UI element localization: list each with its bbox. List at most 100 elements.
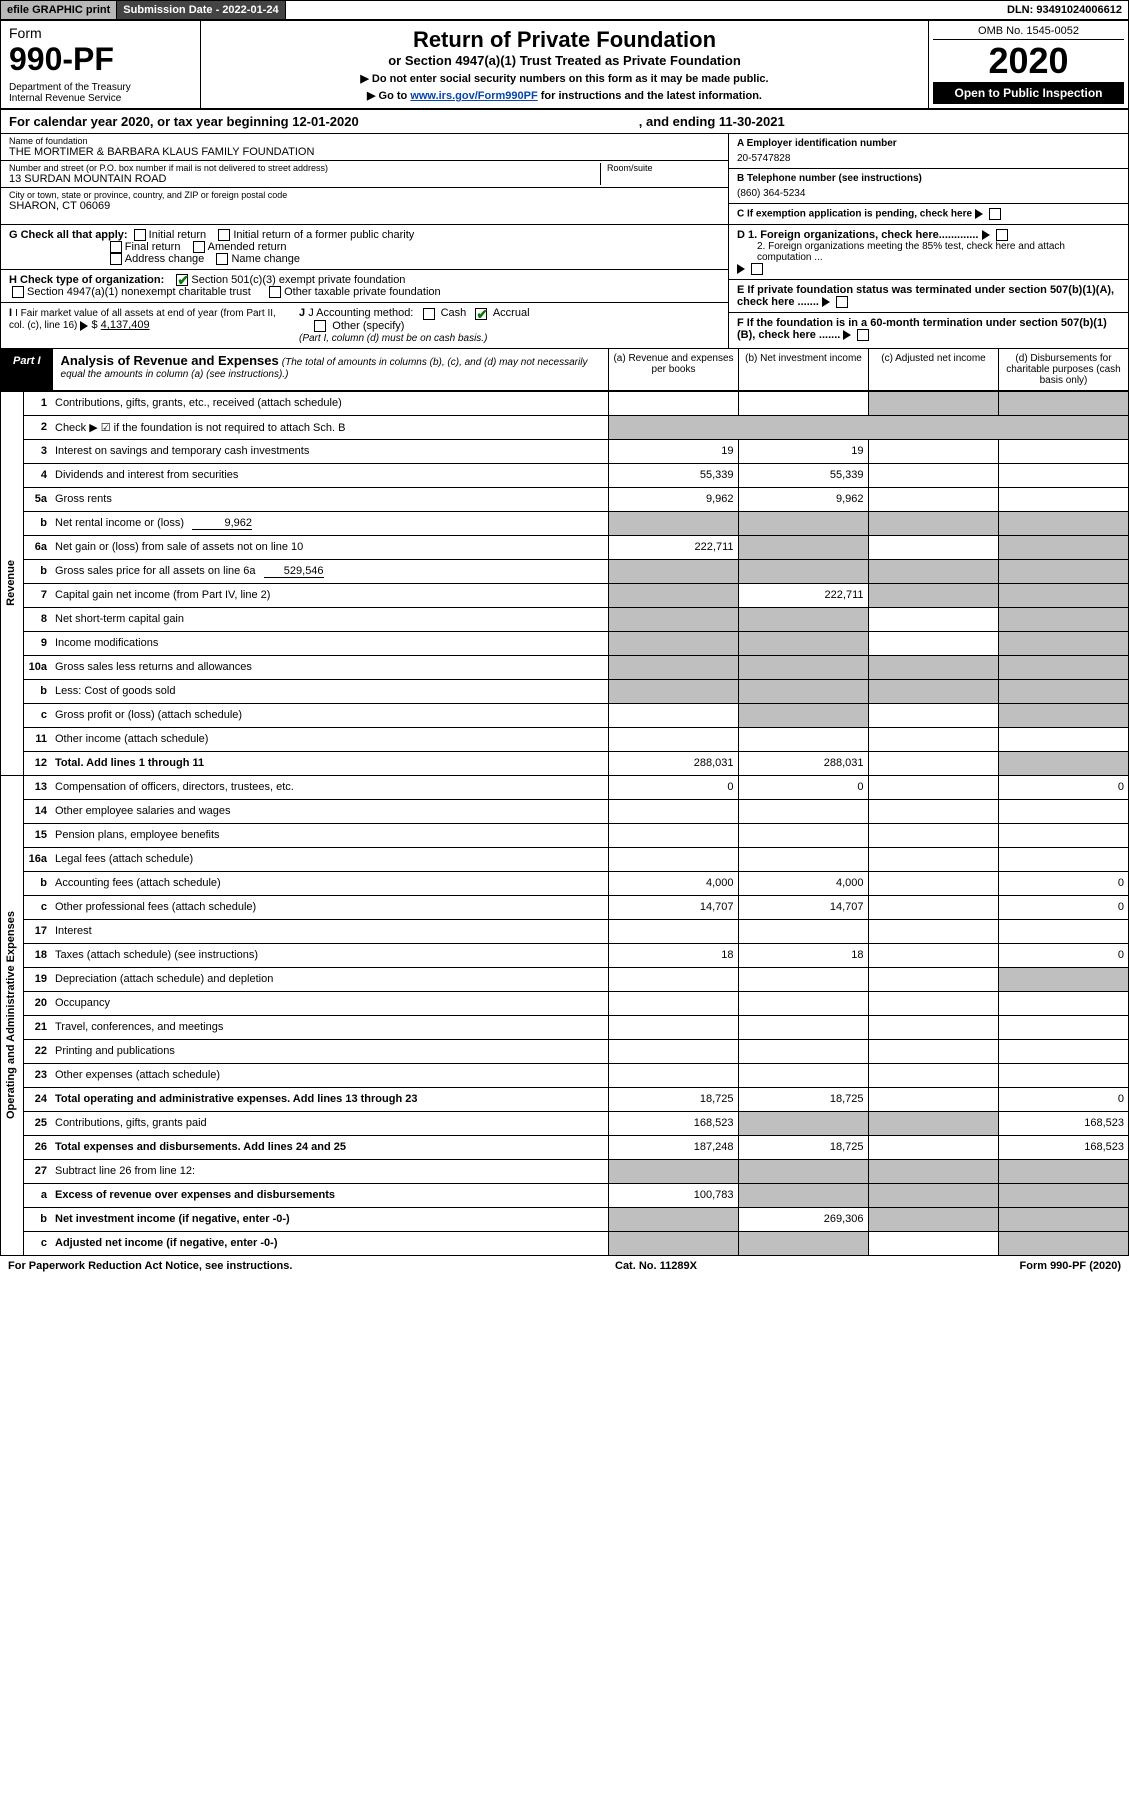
address-value: 13 SURDAN MOUNTAIN ROAD [9,173,600,185]
table-row: 11Other income (attach schedule) [1,727,1128,751]
amount-cell-c [868,535,998,559]
amount-cell-d [998,703,1128,727]
amount-cell-d [998,847,1128,871]
amount-cell-b [738,967,868,991]
other-method-cb[interactable] [314,320,326,332]
line-number: 8 [23,607,51,631]
amount-cell-c [868,1231,998,1255]
line-description: Other employee salaries and wages [51,799,608,823]
name-change-cb[interactable] [216,253,228,265]
amount-cell-d: 0 [998,943,1128,967]
line-number: 26 [23,1135,51,1159]
address-change-cb[interactable] [110,253,122,265]
table-row: cOther professional fees (attach schedul… [1,895,1128,919]
amount-cell-c [868,847,998,871]
line-number: 25 [23,1111,51,1135]
table-row: 10aGross sales less returns and allowanc… [1,655,1128,679]
amount-cell-a [608,967,738,991]
line-description: Other expenses (attach schedule) [51,1063,608,1087]
amended-return-cb[interactable] [193,241,205,253]
line-number: 14 [23,799,51,823]
amount-cell-b [738,1111,868,1135]
table-row: bNet investment income (if negative, ent… [1,1207,1128,1231]
top-bar: efile GRAPHIC print Submission Date - 20… [1,1,1128,21]
other-taxable-cb[interactable] [269,286,281,298]
line-number: 6a [23,535,51,559]
initial-public-cb[interactable] [218,229,230,241]
irs-link[interactable]: www.irs.gov/Form990PF [410,90,537,102]
amount-cell-a: 4,000 [608,871,738,895]
line-description: Depreciation (attach schedule) and deple… [51,967,608,991]
table-row: Operating and Administrative Expenses13C… [1,775,1128,799]
line-description: Capital gain net income (from Part IV, l… [51,583,608,607]
line-description: Contributions, gifts, grants, etc., rece… [51,391,608,415]
final-return-cb[interactable] [110,241,122,253]
4947-cb[interactable] [12,286,24,298]
f-row: F If the foundation is in a 60-month ter… [729,313,1128,345]
line-description: Gross profit or (loss) (attach schedule) [51,703,608,727]
table-row: 5aGross rents9,9629,962 [1,487,1128,511]
table-row: 15Pension plans, employee benefits [1,823,1128,847]
amount-cell-c [868,511,998,535]
table-row: cAdjusted net income (if negative, enter… [1,1231,1128,1255]
amount-cell-c [868,1087,998,1111]
amount-cell-c [868,559,998,583]
ij-row: I I Fair market value of all assets at e… [1,303,728,347]
amount-cell-b: 55,339 [738,463,868,487]
d2-cb[interactable] [751,263,763,275]
line-number: c [23,703,51,727]
table-row: 19Depreciation (attach schedule) and dep… [1,967,1128,991]
line-number: 15 [23,823,51,847]
line-description: Legal fees (attach schedule) [51,847,608,871]
amount-cell-d [998,439,1128,463]
line-description: Pension plans, employee benefits [51,823,608,847]
amount-cell-d: 0 [998,871,1128,895]
amount-cell-d [998,535,1128,559]
amount-cell-c [868,799,998,823]
amount-cell-c [868,775,998,799]
f-cb[interactable] [857,329,869,341]
amount-cell-c [868,1111,998,1135]
irs-label: Internal Revenue Service [9,93,192,104]
foundation-name: THE MORTIMER & BARBARA KLAUS FAMILY FOUN… [9,146,720,158]
accrual-cb[interactable] [475,308,487,320]
line-number: b [23,871,51,895]
phone-label: B Telephone number (see instructions) [737,173,1120,184]
amount-cell-d [998,1207,1128,1231]
initial-return-cb[interactable] [134,229,146,241]
amount-cell-d: 168,523 [998,1135,1128,1159]
line-number: 18 [23,943,51,967]
form-title: Return of Private Foundation [207,27,922,53]
amount-cell-a: 14,707 [608,895,738,919]
amount-cell-d [998,463,1128,487]
amount-cell-a [608,823,738,847]
cash-cb[interactable] [423,308,435,320]
amount-cell-d [998,487,1128,511]
c-checkbox[interactable] [989,208,1001,220]
table-row: bNet rental income or (loss)9,962 [1,511,1128,535]
d1-cb[interactable] [996,229,1008,241]
line-number: 9 [23,631,51,655]
amount-cell-b: 18 [738,943,868,967]
e-row: E If private foundation status was termi… [729,280,1128,313]
amount-cell-b [738,535,868,559]
table-row: 22Printing and publications [1,1039,1128,1063]
501c3-cb[interactable] [176,274,188,286]
table-row: Revenue1Contributions, gifts, grants, et… [1,391,1128,415]
e-cb[interactable] [836,296,848,308]
amount-cell-a [608,1231,738,1255]
table-row: 23Other expenses (attach schedule) [1,1063,1128,1087]
amount-cell-a [608,703,738,727]
amount-cell-b: 18,725 [738,1087,868,1111]
line-description: Adjusted net income (if negative, enter … [51,1231,608,1255]
line-number: 21 [23,1015,51,1039]
amount-cell-a [608,1015,738,1039]
amount-cell-d [998,751,1128,775]
amount-cell-a [608,847,738,871]
amount-cell-b: 4,000 [738,871,868,895]
amount-cell-d [998,823,1128,847]
amount-cell-b [738,823,868,847]
checks-block: G Check all that apply: Initial return I… [1,225,1128,349]
line-number: 10a [23,655,51,679]
table-row: bLess: Cost of goods sold [1,679,1128,703]
